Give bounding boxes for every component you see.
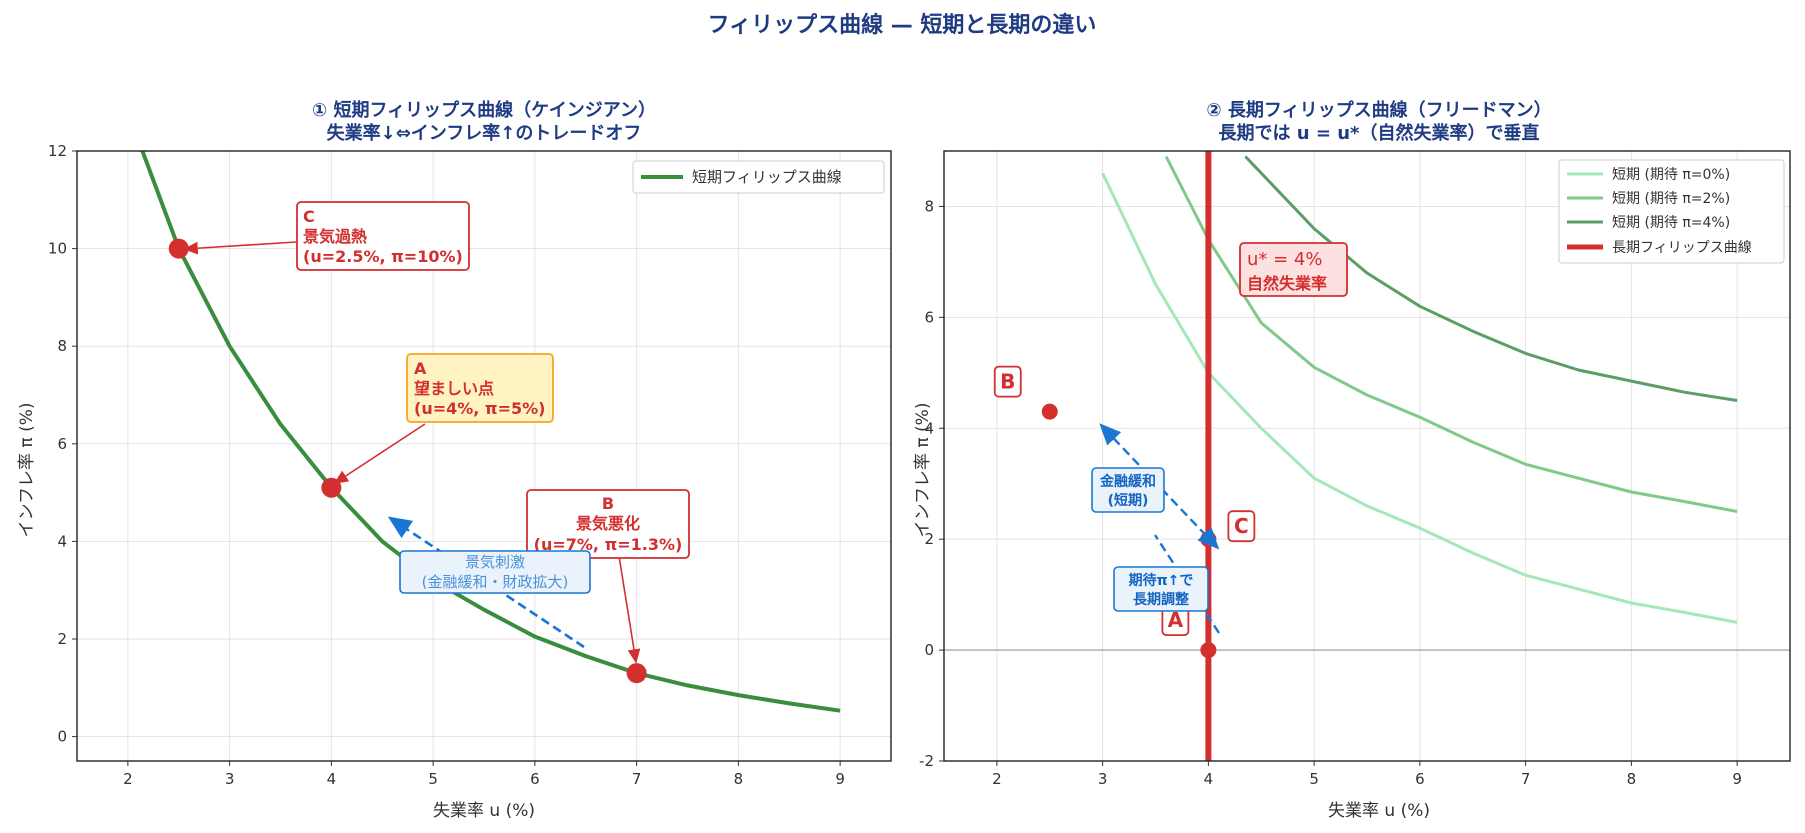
- chart2-xtick-label: 5: [1309, 770, 1319, 788]
- chart2-title-line1: ② 長期フィリップス曲線（フリードマン）: [1206, 99, 1551, 121]
- chart2-xtick-label: 9: [1732, 770, 1742, 788]
- chart1-xtick-label: 8: [734, 770, 744, 788]
- chart1-ytick-label: 4: [57, 532, 67, 550]
- callout-b-box: [526, 489, 690, 559]
- chart1-xtick-label: 7: [632, 770, 642, 788]
- callout-b-arrow: [618, 555, 641, 664]
- chart2-ytick-label: -2: [919, 752, 934, 770]
- chart1-series-1-line: [140, 151, 841, 713]
- callout-a-line2: 望ましい点: [414, 379, 494, 398]
- chart2-ytick-label: 2: [924, 530, 934, 548]
- chart1-xtick-label: 3: [225, 770, 235, 788]
- easing-line1: 金融緩和: [1099, 473, 1156, 490]
- chart2-legend-label-4: 長期フィリップス曲線: [1612, 240, 1752, 256]
- chart1-title-line1: ① 短期フィリップス曲線（ケインジアン）: [312, 99, 656, 121]
- chart2-legend-box: [1558, 159, 1785, 264]
- chart2-xtick-label: 3: [1098, 770, 1108, 788]
- chart2-point-label-a: A: [1168, 608, 1184, 632]
- chart2-series-2-line: [1164, 155, 1738, 513]
- callout-c-line1: C: [303, 207, 315, 226]
- chart2-ytick-label: 4: [924, 419, 934, 437]
- chart2-xtick-label: 2: [992, 770, 1002, 788]
- chart2-ylabel: インフレ率 π (%): [913, 403, 933, 538]
- chart1-xtick-label: 2: [123, 770, 133, 788]
- chart2-point-a: [1200, 642, 1217, 659]
- chart1-xtick-label: 6: [530, 770, 540, 788]
- chart1-ytick-label: 8: [57, 337, 67, 355]
- chart2-legend-label-2: 短期 (期待 π=2%): [1612, 191, 1730, 207]
- chart2-legend-label-3: 短期 (期待 π=4%): [1612, 215, 1730, 231]
- easing-box: [1091, 467, 1165, 513]
- callout-c-box: [296, 201, 470, 271]
- callout-a-line3: (u=4%, π=5%): [414, 399, 545, 418]
- chart2-plot: 2 3 4 5 6 7 8 9 -2 0 2 4 6 8 A B C: [919, 150, 1791, 788]
- callout-c-arrow: [183, 241, 297, 255]
- chart2-point-b: [1041, 403, 1058, 420]
- chart2-annotations: u* = 4% 自然失業率 金融緩和 (短期) 期待π↑で 長期調整: [1091, 242, 1348, 634]
- chart2-legend: 短期 (期待 π=0%) 短期 (期待 π=2%) 短期 (期待 π=4%) 長…: [1558, 159, 1785, 264]
- chart2-series-3-line: [1244, 155, 1738, 402]
- callout-c-line3: (u=2.5%, π=10%): [303, 247, 463, 266]
- callout-b-line3: (u=7%, π=1.3%): [534, 535, 683, 554]
- chart1-xlabel: 失業率 u (%): [433, 801, 535, 821]
- stimulus-line2: (金融緩和・財政拡大): [422, 573, 569, 591]
- callout-a-box: [406, 353, 554, 423]
- chart1-xtick-label: 5: [428, 770, 438, 788]
- chart1-ytick-label: 12: [48, 142, 67, 160]
- chart1-legend-label: 短期フィリップス曲線: [692, 168, 842, 186]
- callout-b-line2: 景気悪化: [576, 514, 640, 533]
- chart2-xtick-label: 4: [1204, 770, 1214, 788]
- chart2-title-line2: 長期では u = u*（自然失業率）で垂直: [1219, 122, 1540, 144]
- chart1-title-line2: 失業率↓⇔インフレ率↑のトレードオフ: [327, 122, 642, 144]
- chart1-legend-box: [632, 160, 885, 194]
- chart2-ytick-label: 6: [924, 308, 934, 326]
- figure-title: フィリップス曲線 — 短期と長期の違い: [708, 12, 1097, 38]
- chart1-ytick-label: 0: [57, 728, 67, 746]
- chart2-xtick-label: 8: [1627, 770, 1637, 788]
- callout-a-line1: A: [414, 359, 427, 378]
- chart2-ytick-label: 8: [924, 197, 934, 215]
- natural-rate-line2: 自然失業率: [1247, 274, 1327, 293]
- chart1-ytick-label: 2: [57, 630, 67, 648]
- chart1-legend: 短期フィリップス曲線: [632, 160, 885, 194]
- adjust-box: [1113, 566, 1209, 612]
- chart2-point-label-box-b: [993, 365, 1022, 398]
- chart1-ytick-label: 6: [57, 435, 67, 453]
- chart1-ylabel: インフレ率 π (%): [17, 403, 37, 538]
- stimulus-line1: 景気刺激: [465, 553, 525, 571]
- chart2-xlabel: 失業率 u (%): [1328, 801, 1430, 821]
- chart1-plot: 2 3 4 5 6 7 8 9 0 2 4 6 8 10 12: [48, 142, 892, 788]
- chart1-xtick-label: 9: [835, 770, 845, 788]
- adjust-line2: 長期調整: [1133, 591, 1190, 608]
- chart2-legend-label-1: 短期 (期待 π=0%): [1612, 167, 1730, 183]
- chart2-xtick-label: 7: [1521, 770, 1531, 788]
- chart2-point-label-b: B: [1000, 370, 1015, 394]
- chart2-point-label-c: C: [1234, 514, 1249, 538]
- callout-b-line1: B: [602, 494, 614, 513]
- chart1-ytick-label: 10: [48, 240, 67, 258]
- callout-c-line2: 景気過熱: [303, 227, 367, 246]
- easing-line2: (短期): [1108, 492, 1149, 509]
- chart2-xtick-label: 6: [1415, 770, 1425, 788]
- natural-rate-line1: u* = 4%: [1247, 249, 1323, 270]
- chart1-frame: [76, 150, 892, 762]
- stimulus-box: [399, 550, 591, 594]
- callout-a-arrow: [333, 423, 426, 484]
- chart1-xtick-label: 4: [327, 770, 337, 788]
- chart1-point-b: [626, 663, 647, 684]
- chart2-frame: [943, 150, 1791, 762]
- chart2-point-label-box-c: [1227, 510, 1256, 543]
- natural-rate-box: [1239, 242, 1348, 297]
- chart2-ytick-label: 0: [924, 641, 934, 659]
- chart1-annotations: C 景気過熱 (u=2.5%, π=10%) A 望ましい点 (u=4%, π=…: [183, 201, 690, 664]
- adjust-line1: 期待π↑で: [1129, 572, 1194, 589]
